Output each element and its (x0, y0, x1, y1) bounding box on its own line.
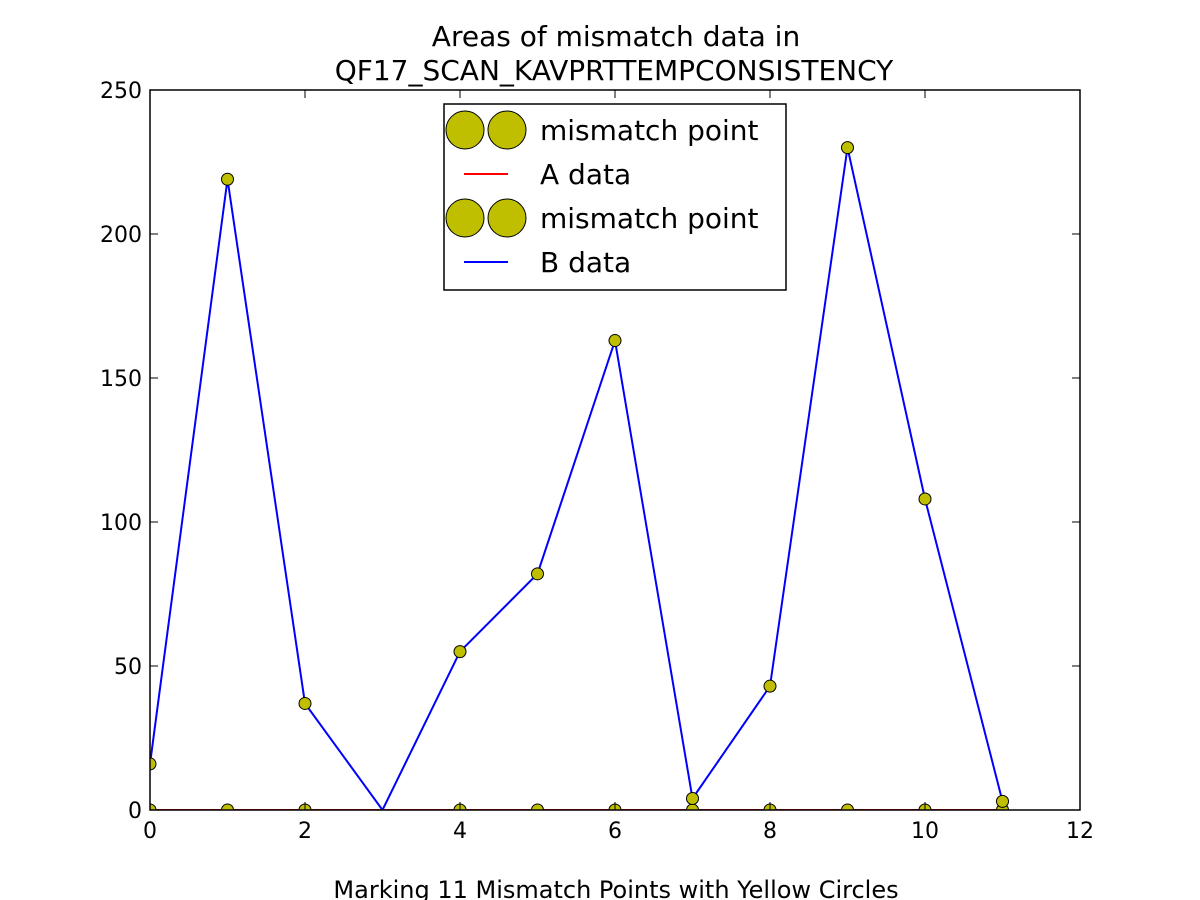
legend-label: mismatch point (540, 202, 759, 235)
mismatch-point (996, 794, 1009, 808)
mismatch-point (150, 803, 157, 810)
x-tick-label: 8 (763, 819, 777, 844)
mismatch-point (686, 791, 699, 805)
legend-marker-swatch (487, 110, 527, 150)
x-tick-label: 4 (453, 819, 467, 844)
y-tick-label: 100 (100, 511, 142, 536)
x-tick-label: 12 (1066, 819, 1094, 844)
legend: mismatch point A data mismatch point B data (443, 103, 787, 291)
mismatch-point (841, 803, 854, 810)
mismatch-point (841, 141, 854, 155)
y-tick-label: 50 (114, 655, 142, 680)
legend-marker-swatch (487, 198, 527, 238)
chart-title-line1: Areas of mismatch data in (432, 20, 800, 53)
y-tick-label: 150 (100, 367, 142, 392)
y-tick-label: 200 (100, 223, 142, 248)
mismatch-point (150, 757, 157, 771)
mismatch-point (531, 567, 544, 581)
mismatch-point (453, 645, 467, 659)
x-tick-label: 0 (143, 819, 157, 844)
legend-label: B data (540, 246, 631, 279)
y-tick-label: 250 (100, 79, 142, 104)
legend-label: mismatch point (540, 114, 759, 147)
mismatch-point (918, 492, 932, 506)
y-tick-label: 0 (128, 799, 142, 824)
mismatch-point (763, 679, 777, 693)
axis-ticks: 0 2 4 6 8 10 12 0 50 100 150 200 250 (100, 79, 1094, 844)
mismatch-point (221, 803, 234, 810)
x-tick-label: 2 (298, 819, 312, 844)
mismatch-point (608, 334, 622, 348)
series-line-b-data (150, 147, 1004, 810)
legend-marker-swatch (445, 198, 485, 238)
legend-marker-swatch (445, 110, 485, 150)
x-tick-label: 6 (608, 819, 622, 844)
mismatch-point (531, 803, 544, 810)
chart-title-line2: QF17_SCAN_KAVPRTTEMPCONSISTENCY (335, 54, 894, 87)
x-axis-label: Marking 11 Mismatch Points with Yellow C… (333, 876, 898, 900)
legend-label: A data (540, 158, 631, 191)
x-tick-label: 10 (911, 819, 939, 844)
mismatch-point (221, 172, 234, 186)
mismatch-point (298, 696, 312, 710)
